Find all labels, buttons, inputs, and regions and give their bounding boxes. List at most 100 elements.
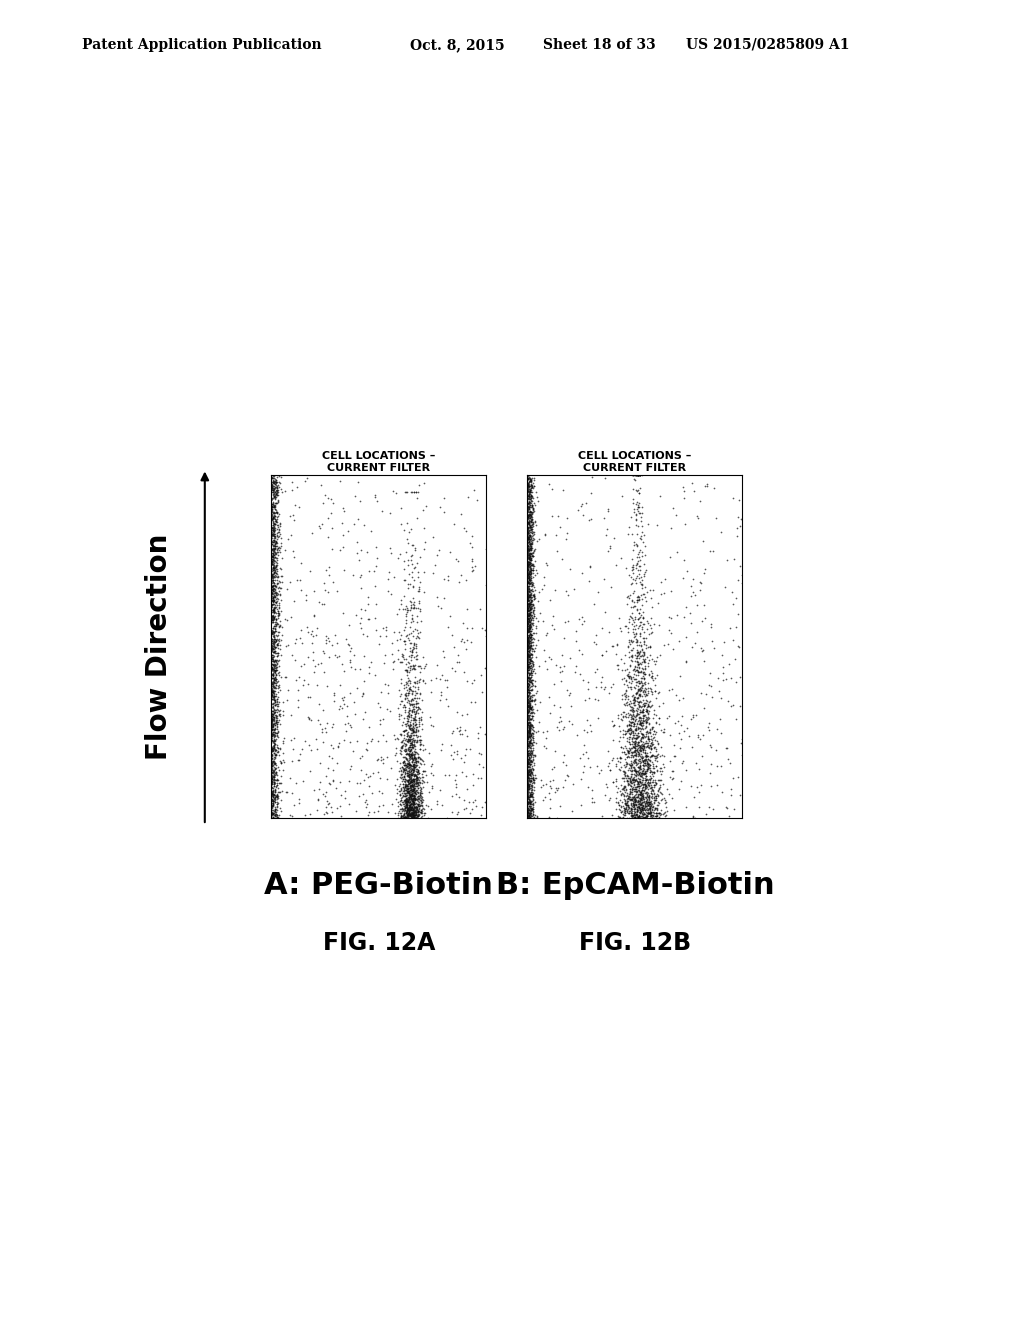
Point xyxy=(636,774,652,795)
Point xyxy=(266,531,283,552)
Point xyxy=(400,779,417,800)
Point xyxy=(525,779,542,800)
Point xyxy=(620,694,636,715)
Point xyxy=(269,515,286,536)
Point xyxy=(418,653,434,675)
Point xyxy=(409,721,425,742)
Point xyxy=(519,645,536,667)
Point xyxy=(264,781,281,803)
Point xyxy=(398,730,415,751)
Point xyxy=(266,780,283,801)
Point xyxy=(646,807,663,828)
Point xyxy=(520,686,537,708)
Point xyxy=(616,721,633,742)
Point xyxy=(403,482,420,503)
Point xyxy=(605,771,622,792)
Point xyxy=(522,503,539,524)
Point xyxy=(265,594,282,615)
Point xyxy=(520,748,537,770)
Point xyxy=(521,570,538,591)
Point xyxy=(389,630,406,651)
Point xyxy=(624,754,640,775)
Point xyxy=(631,739,647,760)
Point xyxy=(627,779,643,800)
Point xyxy=(668,684,684,705)
Point xyxy=(272,634,289,655)
Point xyxy=(554,480,570,502)
Point xyxy=(519,648,536,669)
Point xyxy=(396,747,413,768)
Point xyxy=(269,605,286,626)
Point xyxy=(649,785,666,807)
Point xyxy=(647,789,664,810)
Point xyxy=(401,776,418,797)
Point xyxy=(396,797,413,818)
Point xyxy=(265,465,282,486)
Point xyxy=(624,799,640,820)
Point xyxy=(264,639,281,660)
Point xyxy=(646,737,663,758)
Point xyxy=(394,730,411,751)
Point xyxy=(266,799,283,820)
Point xyxy=(263,570,280,591)
Point xyxy=(542,702,558,723)
Point xyxy=(524,515,541,536)
Point xyxy=(623,755,639,776)
Point xyxy=(536,722,552,743)
Point xyxy=(641,664,657,685)
Point xyxy=(408,714,424,735)
Point xyxy=(614,768,631,789)
Point xyxy=(264,500,281,521)
Point xyxy=(630,671,646,692)
Point xyxy=(406,671,422,692)
Point xyxy=(411,655,427,676)
Point xyxy=(406,791,422,812)
Point xyxy=(636,743,652,764)
Point xyxy=(633,634,649,655)
Point xyxy=(398,791,415,812)
Point xyxy=(521,645,538,667)
Point xyxy=(583,508,599,529)
Point xyxy=(631,602,647,623)
Point xyxy=(401,776,418,797)
Point xyxy=(628,717,644,738)
Point xyxy=(524,508,541,529)
Point xyxy=(264,653,281,675)
Point xyxy=(520,800,537,821)
Point xyxy=(629,705,645,726)
Point xyxy=(640,787,656,808)
Point xyxy=(637,792,653,813)
Point xyxy=(623,645,639,667)
Point xyxy=(407,801,423,822)
Point xyxy=(632,701,648,722)
Point xyxy=(629,645,645,667)
Point xyxy=(265,704,282,725)
Point xyxy=(397,777,414,799)
Point xyxy=(678,759,694,780)
Point xyxy=(634,762,650,783)
Point xyxy=(522,808,539,829)
Point xyxy=(630,675,646,696)
Point xyxy=(520,764,537,785)
Point xyxy=(406,758,422,779)
Point xyxy=(519,539,536,560)
Point xyxy=(625,689,641,710)
Point xyxy=(520,689,537,710)
Point xyxy=(630,774,646,795)
Point xyxy=(409,682,425,704)
Point xyxy=(411,593,427,614)
Point xyxy=(273,624,290,645)
Point xyxy=(403,535,420,556)
Point xyxy=(520,722,537,743)
Point xyxy=(620,665,636,686)
Point xyxy=(314,722,331,743)
Point xyxy=(264,772,281,793)
Point xyxy=(421,781,437,803)
Point xyxy=(398,739,415,760)
Point xyxy=(400,797,417,818)
Point xyxy=(266,536,283,557)
Point xyxy=(645,734,662,755)
Point xyxy=(523,597,540,618)
Point xyxy=(402,785,419,807)
Point xyxy=(266,734,283,755)
